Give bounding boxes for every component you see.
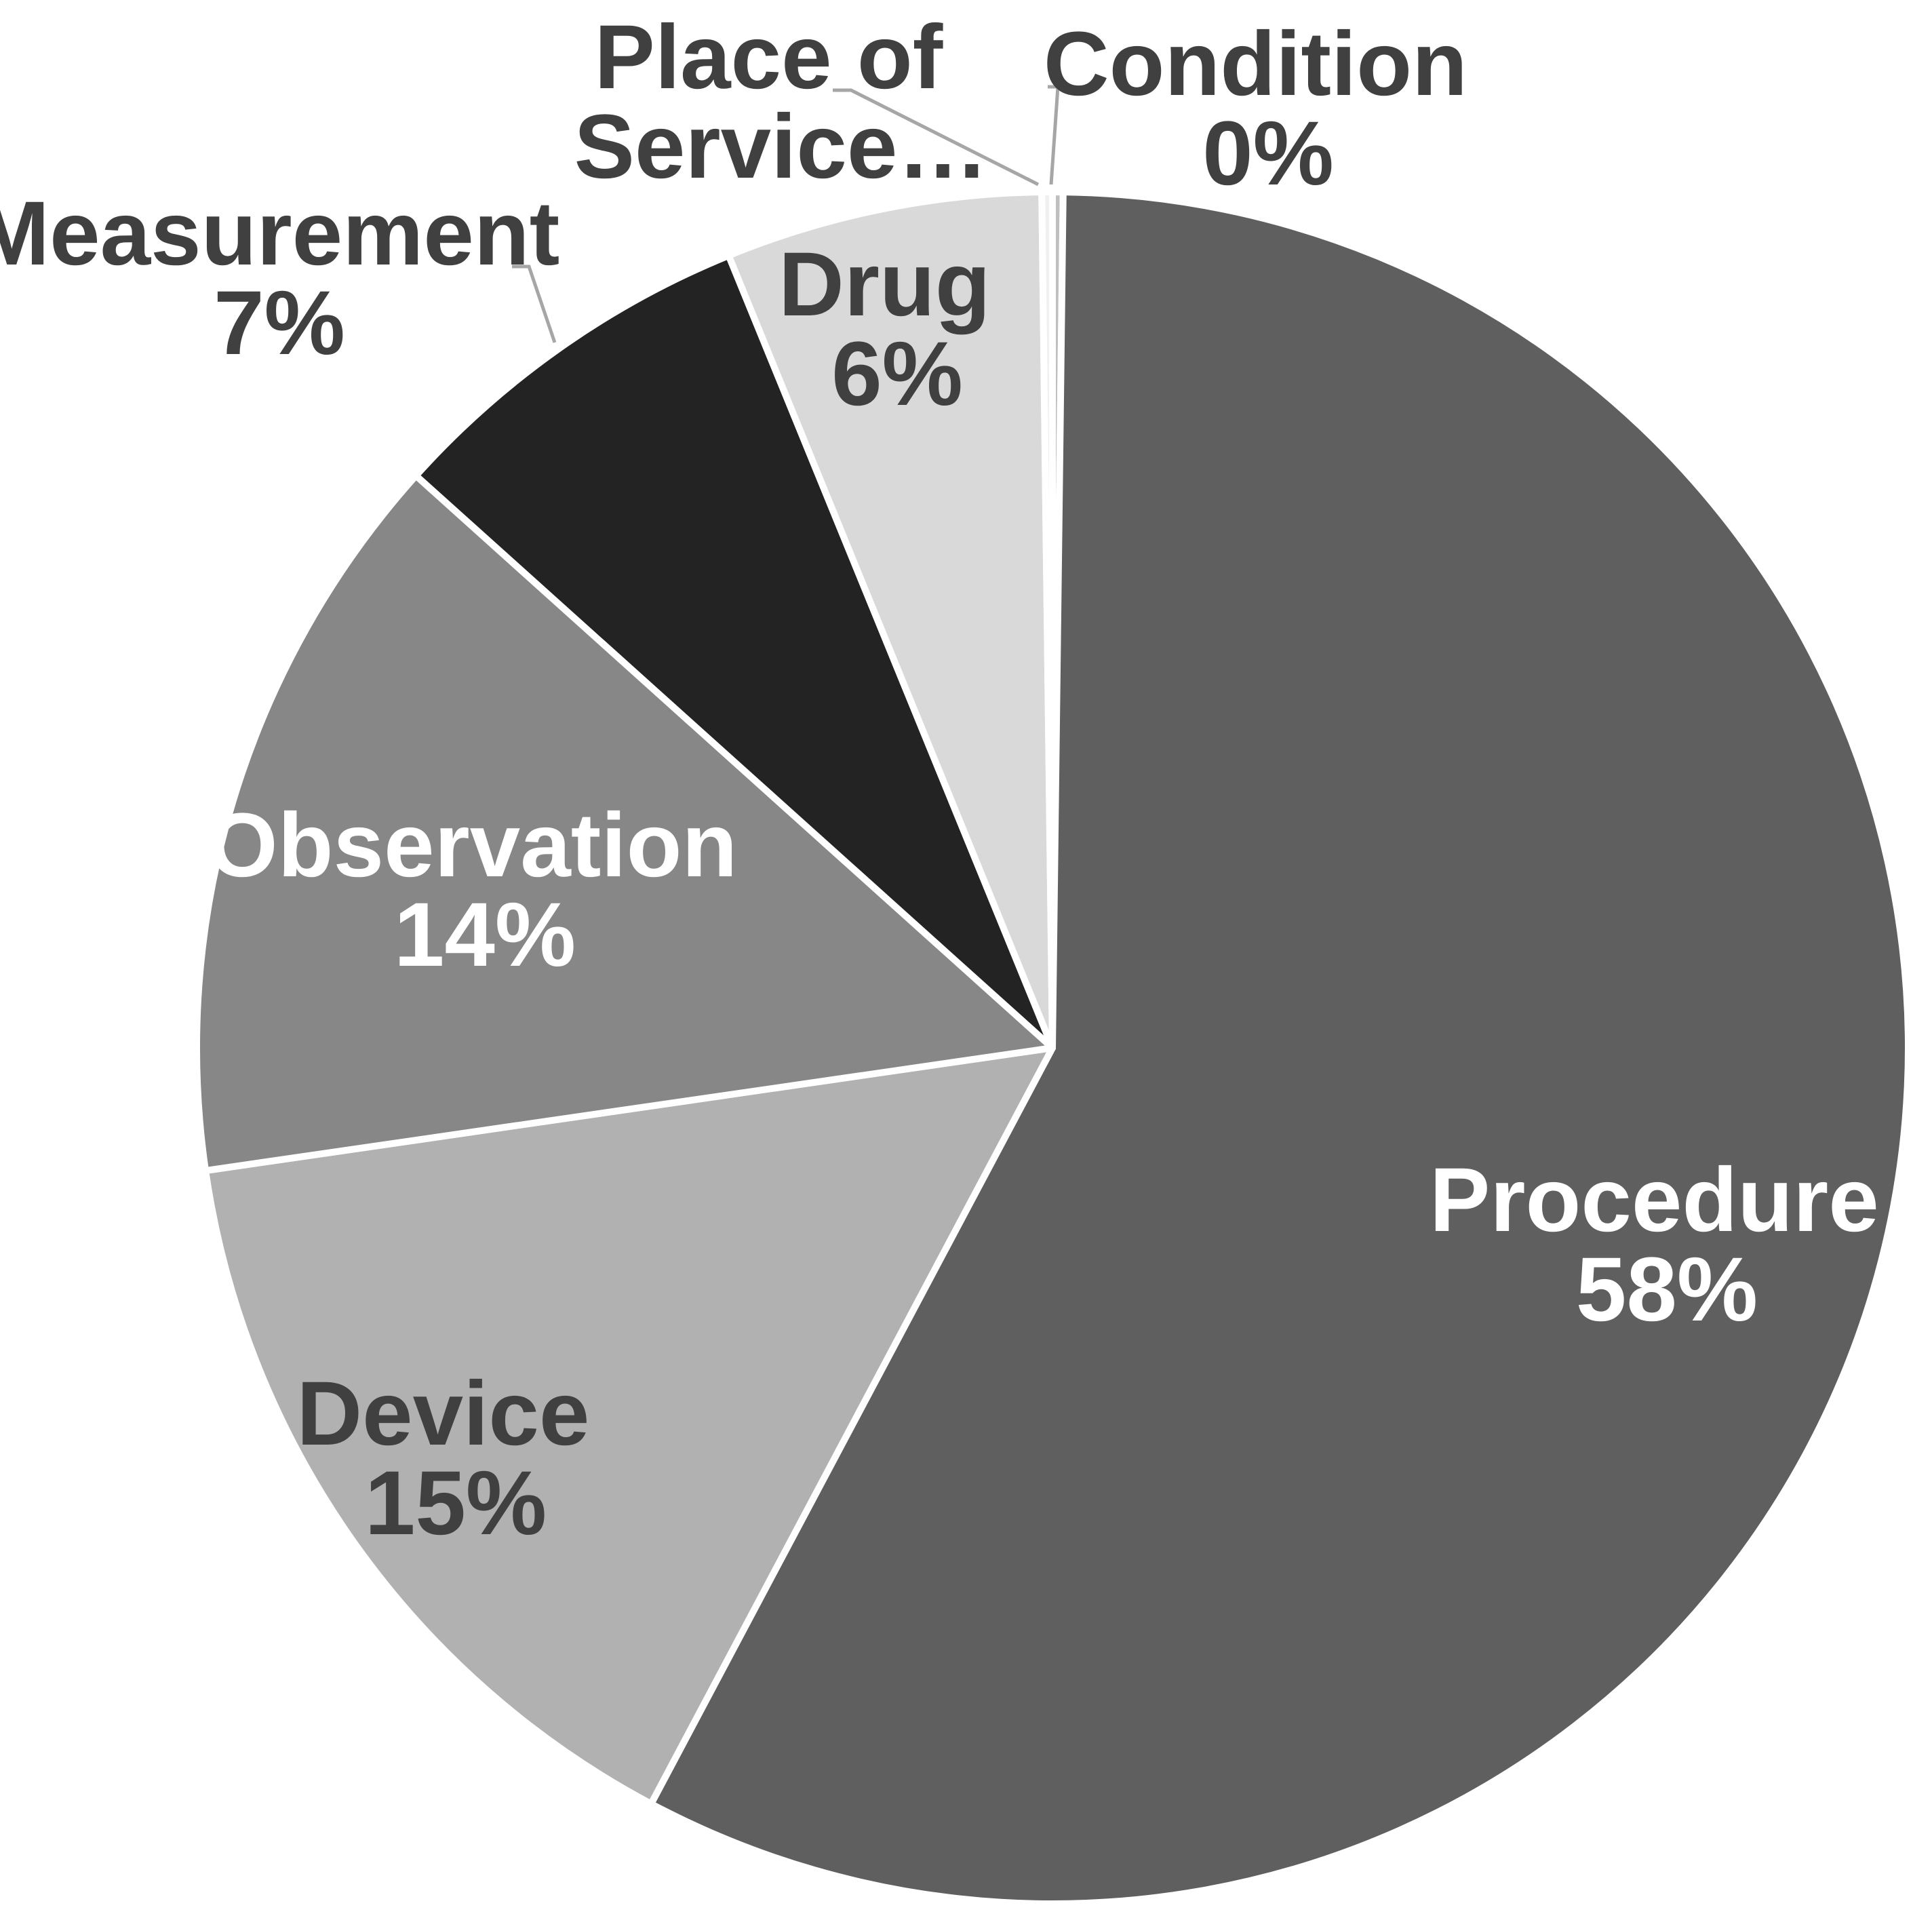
pie-slices — [193, 189, 1912, 1907]
pie-slice-place-of-service — [1038, 189, 1056, 1051]
label-measurement-value: 7% — [214, 273, 345, 374]
pie-slice-device — [202, 1044, 1056, 1807]
condition-leader-line — [1048, 85, 1060, 185]
measurement-leader-line — [512, 265, 557, 343]
label-measurement-name: Measurement — [0, 183, 559, 284]
label-drug: Drug 6% — [778, 234, 1016, 425]
pie-slice-observation — [193, 472, 1056, 1175]
label-drug-value: 6% — [831, 324, 963, 425]
label-drug-name: Drug — [778, 234, 991, 335]
label-procedure-value: 58% — [1576, 1239, 1758, 1340]
label-condition-name: Condition — [1044, 14, 1467, 115]
label-device-name: Device — [296, 1363, 589, 1464]
pie-slice-measurement — [412, 252, 1056, 1051]
label-place-of-service: Place of Service… — [574, 7, 989, 197]
label-observation-value: 14% — [394, 884, 576, 985]
pie-slice-drug — [725, 189, 1056, 1051]
label-place-of-service-line1: Place of — [594, 7, 943, 108]
label-observation-name: Observation — [207, 795, 737, 896]
label-condition: Condition 0% — [1044, 14, 1493, 204]
label-device-value: 15% — [365, 1453, 547, 1554]
label-observation: Observation 14% — [207, 795, 762, 985]
label-procedure: Procedure 58% — [1430, 1150, 1904, 1340]
label-place-of-service-line2: Service… — [574, 96, 989, 197]
label-device: Device 15% — [296, 1363, 614, 1554]
label-procedure-name: Procedure — [1430, 1150, 1879, 1251]
label-measurement: Measurement 7% — [0, 183, 585, 374]
place-of-service-leader-line — [833, 88, 1040, 187]
label-condition-value: 0% — [1202, 103, 1334, 204]
pie-slice-procedure — [648, 189, 1912, 1907]
